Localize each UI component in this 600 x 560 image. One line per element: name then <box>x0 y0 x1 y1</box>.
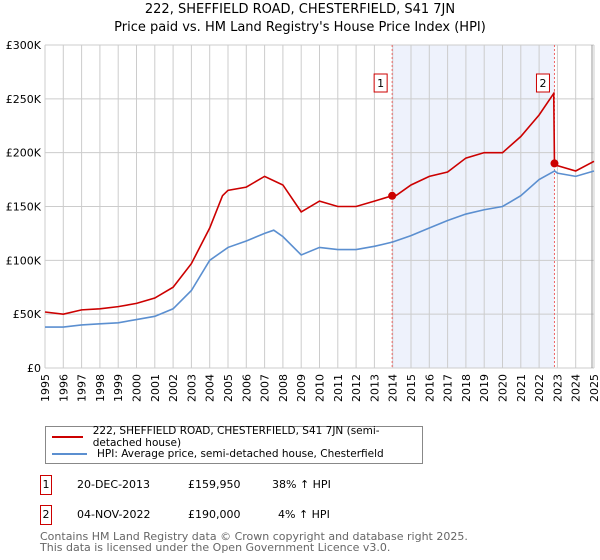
hpi-legend-line <box>52 453 87 455</box>
y-tick-label: £200K <box>6 147 42 160</box>
x-tick-label: 2021 <box>515 374 528 402</box>
y-tick-label: £100K <box>6 254 42 267</box>
property-legend-line <box>52 436 83 438</box>
x-tick-label: 2017 <box>442 374 455 402</box>
x-tick-label: 2024 <box>570 374 583 402</box>
x-tick-label: 1998 <box>94 374 107 402</box>
x-tick-label: 2007 <box>259 374 272 402</box>
footer: Contains HM Land Registry data © Crown c… <box>40 531 468 553</box>
x-tick-label: 2012 <box>350 374 363 402</box>
x-tick-label: 1995 <box>39 374 52 402</box>
x-tick-label: 2004 <box>204 374 217 402</box>
x-tick-label: 2013 <box>368 374 381 402</box>
x-tick-label: 2009 <box>295 374 308 402</box>
transaction-hpi: 4% ↑ HPI <box>278 508 330 521</box>
property-price-line <box>44 90 595 315</box>
y-tick-label: £150K <box>6 201 42 214</box>
x-tick-label: 2025 <box>588 374 600 402</box>
x-tick-label: 2003 <box>185 374 198 402</box>
x-tick-label: 1999 <box>112 374 125 402</box>
sale-label: 1 <box>377 77 384 90</box>
sale-point <box>550 159 559 168</box>
sale-label-box <box>535 73 550 93</box>
x-tick-label: 1996 <box>57 374 70 402</box>
transaction-price: £190,000 <box>188 508 241 521</box>
x-tick-label: 2018 <box>460 374 473 402</box>
x-tick-label: 2002 <box>167 374 180 402</box>
x-tick-label: 2016 <box>423 374 436 402</box>
sale-label-box <box>373 73 388 93</box>
sale-point <box>388 191 397 200</box>
x-tick-label: 2023 <box>551 374 564 402</box>
x-tick-label: 2006 <box>240 374 253 402</box>
property-legend-label: 222, SHEFFIELD ROAD, CHESTERFIELD, S41 7… <box>92 425 380 449</box>
x-tick-label: 2000 <box>131 374 144 402</box>
y-tick-label: £300K <box>6 39 42 52</box>
y-tick-label: £50K <box>13 308 42 321</box>
transaction-hpi: 38% ↑ HPI <box>272 478 331 491</box>
hpi-line <box>45 170 595 328</box>
x-tick-label: 1997 <box>76 374 89 402</box>
chart-title: 222, SHEFFIELD ROAD, CHESTERFIELD, S41 7… <box>144 2 456 17</box>
transaction-price: £159,950 <box>188 478 241 491</box>
transaction-date: 20-DEC-2013 <box>77 478 151 491</box>
x-tick-label: 2010 <box>314 374 327 402</box>
transaction-marker: 1 <box>40 475 52 495</box>
x-tick-label: 2001 <box>149 374 162 402</box>
footer-licence: This data is licensed under the Open Gov… <box>40 541 391 554</box>
x-tick-label: 2011 <box>332 374 345 402</box>
legend: 222, SHEFFIELD ROAD, CHESTERFIELD, S41 7… <box>45 425 423 464</box>
x-tick-label: 2008 <box>277 374 290 402</box>
y-tick-label: £0 <box>27 362 41 375</box>
y-tick-label: £250K <box>6 93 42 106</box>
x-tick-label: 2014 <box>387 374 400 402</box>
transaction-date: 04-NOV-2022 <box>77 508 151 521</box>
sale-label: 2 <box>539 77 546 90</box>
price-chart: 1995 1996 1997 1998 1999 2000 2001 2002 2003 2004… <box>6 39 600 402</box>
hpi-legend-label: HPI: Average price, semi-detached house,… <box>97 448 384 460</box>
x-tick-label: 2022 <box>533 374 546 402</box>
x-tick-label: 2020 <box>497 374 510 402</box>
x-tick-label: 2019 <box>478 374 491 402</box>
footer-copyright: Contains HM Land Registry data © Crown c… <box>40 530 468 543</box>
x-tick-label: 2015 <box>405 374 418 402</box>
x-tick-label: 2005 <box>222 374 235 402</box>
transaction-marker: 2 <box>40 505 52 525</box>
chart-subtitle: Price paid vs. HM Land Registry's House … <box>114 20 486 35</box>
